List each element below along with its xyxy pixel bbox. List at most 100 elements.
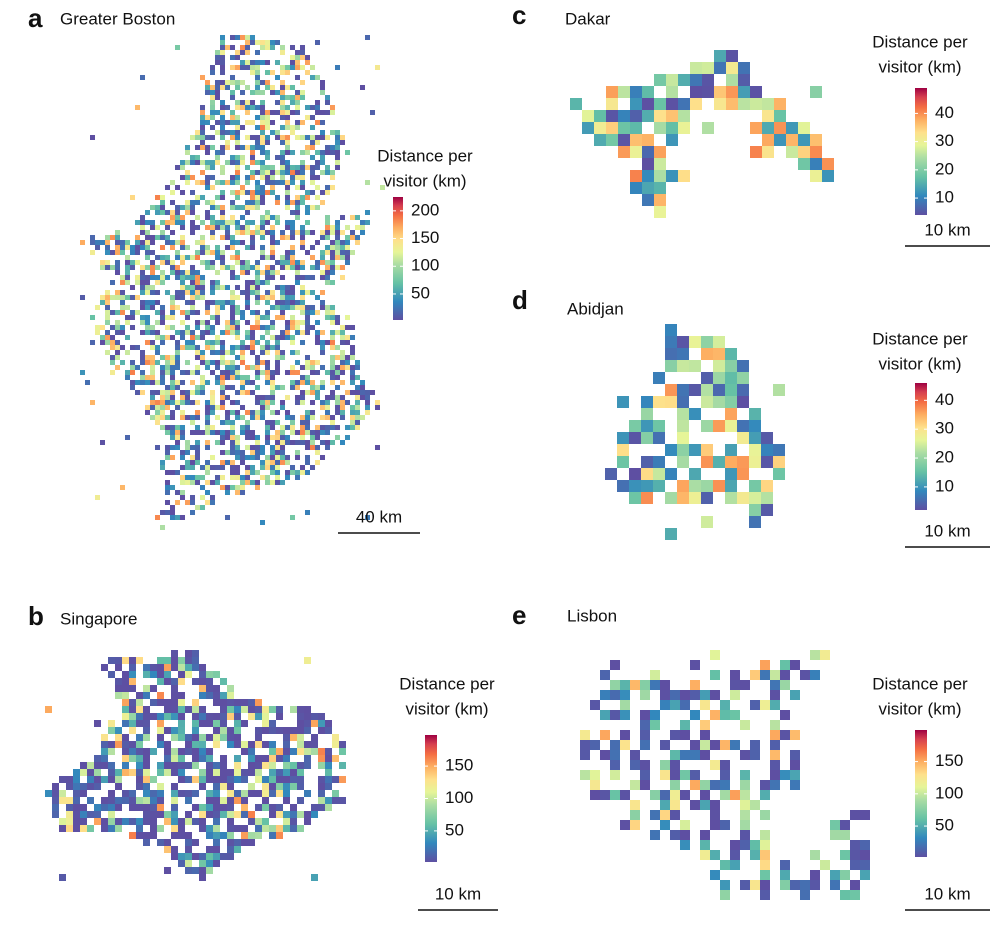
map-cell — [365, 515, 370, 520]
map-cell — [276, 748, 283, 755]
map-cell — [215, 350, 220, 355]
map-cell — [642, 146, 654, 158]
map-cell — [192, 706, 199, 713]
map-cell — [110, 325, 115, 330]
map-cell — [280, 355, 285, 360]
map-cell — [594, 134, 606, 146]
map-cell — [175, 405, 180, 410]
map-cell — [150, 370, 155, 375]
map-cell — [690, 770, 700, 780]
map-cell — [199, 860, 206, 867]
map-cell — [335, 65, 340, 70]
map-cell — [330, 175, 335, 180]
map-cell — [160, 220, 165, 225]
map-cell — [175, 185, 180, 190]
map-cell — [230, 55, 235, 60]
map-cell — [195, 270, 200, 275]
map-cell — [325, 270, 330, 275]
colorbar-tick-label: 50 — [411, 283, 430, 302]
map-cell — [670, 700, 680, 710]
map-cell — [190, 190, 195, 195]
map-cell — [606, 98, 618, 110]
map-cell — [220, 375, 225, 380]
map-cell — [285, 85, 290, 90]
map-cell — [280, 235, 285, 240]
map-cell — [230, 465, 235, 470]
map-cell — [115, 290, 120, 295]
map-cell — [210, 390, 215, 395]
map-cell — [774, 98, 786, 110]
map-cell — [630, 760, 640, 770]
map-cell — [230, 360, 235, 365]
map-cell — [290, 365, 295, 370]
map-cell — [350, 380, 355, 385]
map-cell — [311, 748, 318, 755]
map-cell — [800, 890, 810, 900]
map-cell — [620, 700, 630, 710]
map-cell — [640, 740, 650, 750]
map-cell — [275, 480, 280, 485]
map-cell — [157, 727, 164, 734]
map-cell — [270, 70, 275, 75]
map-cell — [192, 839, 199, 846]
map-cell — [160, 465, 165, 470]
map-cell — [325, 170, 330, 175]
map-cell — [230, 65, 235, 70]
map-cell — [720, 780, 730, 790]
map-cell — [225, 230, 230, 235]
map-cell — [108, 776, 115, 783]
map-cell — [130, 325, 135, 330]
map-cell — [255, 190, 260, 195]
map-cell — [365, 210, 370, 215]
map-cell — [318, 783, 325, 790]
map-cell — [199, 776, 206, 783]
map-cell — [160, 390, 165, 395]
map-cell — [350, 355, 355, 360]
map-cell — [350, 350, 355, 355]
map-cell — [185, 818, 192, 825]
map-cell — [241, 776, 248, 783]
map-cell — [713, 348, 725, 360]
map-cell — [248, 769, 255, 776]
map-cell — [737, 360, 749, 372]
map-cell — [140, 320, 145, 325]
map-cell — [185, 300, 190, 305]
map-cell — [701, 516, 713, 528]
map-cell — [213, 811, 220, 818]
map-cell — [213, 818, 220, 825]
map-cell — [300, 390, 305, 395]
map-cell — [265, 480, 270, 485]
panel-title: Greater Boston — [60, 9, 175, 28]
map-cell — [190, 370, 195, 375]
map-cell — [220, 330, 225, 335]
map-cell — [136, 755, 143, 762]
map-cell — [234, 706, 241, 713]
map-cell — [653, 372, 665, 384]
map-cell — [160, 315, 165, 320]
map-cell — [245, 260, 250, 265]
map-cell — [774, 122, 786, 134]
map-cell — [285, 370, 290, 375]
map-cell — [192, 776, 199, 783]
map-cell — [215, 480, 220, 485]
map-cell — [265, 85, 270, 90]
map-cell — [275, 110, 280, 115]
map-cell — [295, 430, 300, 435]
map-cell — [220, 340, 225, 345]
map-cell — [670, 790, 680, 800]
map-cell — [165, 510, 170, 515]
map-cell — [280, 455, 285, 460]
map-cell — [590, 700, 600, 710]
map-cell — [270, 130, 275, 135]
map-cell — [720, 790, 730, 800]
map-cell — [175, 470, 180, 475]
map-cell — [275, 445, 280, 450]
map-cell — [210, 260, 215, 265]
map-cell — [290, 95, 295, 100]
map-cell — [230, 310, 235, 315]
map-cell — [160, 365, 165, 370]
map-cell — [690, 680, 700, 690]
map-cell — [234, 846, 241, 853]
map-cell — [90, 315, 95, 320]
map-cell — [220, 440, 225, 445]
